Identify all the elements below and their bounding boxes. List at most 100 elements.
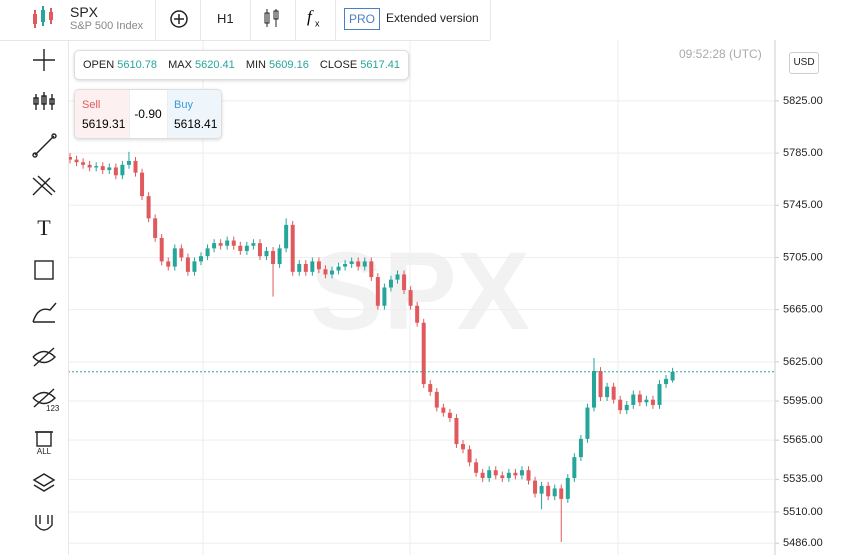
candle-body: [126, 160, 131, 165]
candle-body: [546, 485, 551, 497]
max-label: MAX: [168, 59, 192, 71]
candle-body: [559, 488, 564, 499]
currency[interactable]: USD: [789, 52, 819, 74]
candle-body: [565, 478, 570, 499]
svg-text:x: x: [315, 18, 320, 28]
candle-body: [454, 417, 459, 445]
candle-body: [402, 274, 407, 291]
candle-body: [369, 261, 374, 278]
candle-body: [644, 399, 649, 403]
logo: [33, 6, 53, 28]
candle-body: [264, 250, 269, 257]
buy-price: 5618.41: [174, 117, 218, 131]
line-tool[interactable]: [32, 133, 57, 158]
y-tick-label: 5825.00: [783, 95, 823, 107]
spread: -0.90: [134, 107, 162, 121]
candle-body: [447, 412, 452, 418]
candle-body: [618, 399, 623, 411]
symbol: SPX: [70, 4, 99, 20]
svg-text:123: 123: [46, 404, 60, 413]
candle-body: [100, 166, 105, 171]
candle-body: [323, 269, 328, 275]
candle-body: [664, 378, 669, 385]
hide-indicators[interactable]: 123: [32, 388, 60, 413]
candle-body: [598, 371, 603, 398]
candle-body: [81, 162, 86, 165]
buy-button[interactable]: Buy 5618.41: [167, 90, 221, 138]
candle-body: [251, 243, 256, 246]
fib-tool[interactable]: [32, 175, 56, 196]
close-label: CLOSE: [319, 59, 358, 71]
candle-body: [68, 157, 72, 160]
indicator-tool[interactable]: [33, 92, 55, 110]
brush-tool[interactable]: [32, 302, 57, 323]
candle-body: [113, 167, 118, 176]
candle-body: [441, 407, 446, 413]
candle-body: [271, 250, 276, 265]
text-tool[interactable]: T: [37, 215, 51, 240]
candle-body: [316, 261, 321, 270]
candle-body: [461, 444, 465, 450]
layers[interactable]: [32, 473, 56, 492]
y-tick-label: 5510.00: [783, 506, 823, 518]
candle-body: [146, 196, 151, 219]
candle-body: [120, 164, 125, 176]
chart-type[interactable]: [262, 6, 282, 30]
candle-body: [670, 371, 675, 381]
candle-body: [284, 224, 289, 249]
candle-body: [356, 261, 361, 267]
y-tick-label: 5785.00: [783, 147, 823, 159]
y-tick-label: 5486.00: [783, 537, 823, 549]
candle-body: [428, 384, 433, 392]
candle-body: [87, 164, 92, 168]
candle-body: [605, 386, 610, 398]
candle-body: [303, 264, 308, 272]
shape-tool[interactable]: [34, 260, 54, 280]
candle-body: [467, 449, 472, 463]
candle-body: [382, 287, 387, 306]
candle-body: [539, 485, 544, 494]
y-tick-label: 5595.00: [783, 395, 823, 407]
candle-body: [212, 243, 217, 249]
candle-body: [585, 407, 590, 439]
add-button[interactable]: [168, 8, 190, 30]
y-tick-label: 5745.00: [783, 199, 823, 211]
candle-body: [172, 248, 177, 267]
hide-drawings[interactable]: [32, 347, 56, 367]
magnet[interactable]: [35, 515, 53, 531]
timeframe[interactable]: H1: [217, 11, 234, 26]
candle-body: [238, 245, 243, 251]
svg-text:f: f: [307, 7, 314, 26]
candle-body: [349, 261, 354, 265]
pro-badge[interactable]: PRO: [344, 8, 380, 30]
candle-body: [519, 470, 524, 476]
candle-body: [650, 399, 655, 405]
remove-all[interactable]: ALL: [35, 431, 53, 456]
candle-body: [513, 472, 518, 476]
y-tick-label: 5565.00: [783, 434, 823, 446]
symbol-name: S&P 500 Index: [70, 20, 144, 32]
candle-body: [159, 237, 164, 262]
candle-body: [487, 470, 492, 479]
crosshair[interactable]: [33, 49, 55, 71]
candle-body: [533, 480, 538, 494]
trade-panel: Sell 5619.31 -0.90 Buy 5618.41: [74, 89, 222, 139]
candle-body: [578, 438, 583, 458]
candle-body: [480, 472, 485, 479]
candle-body: [133, 160, 138, 173]
candle-body: [388, 279, 393, 288]
min-label: MIN: [245, 59, 266, 71]
candle-body: [611, 386, 616, 400]
sell-price: 5619.31: [82, 117, 126, 131]
candle-body: [107, 167, 112, 171]
sell-button[interactable]: Sell 5619.31: [75, 90, 130, 138]
candle-body: [592, 371, 596, 408]
candle-body: [185, 257, 190, 272]
clock: 09:52:28 (UTC): [679, 47, 762, 61]
max-value: 5620.41: [194, 59, 235, 71]
extended-version[interactable]: Extended version: [386, 11, 479, 25]
candle-body: [493, 470, 498, 476]
